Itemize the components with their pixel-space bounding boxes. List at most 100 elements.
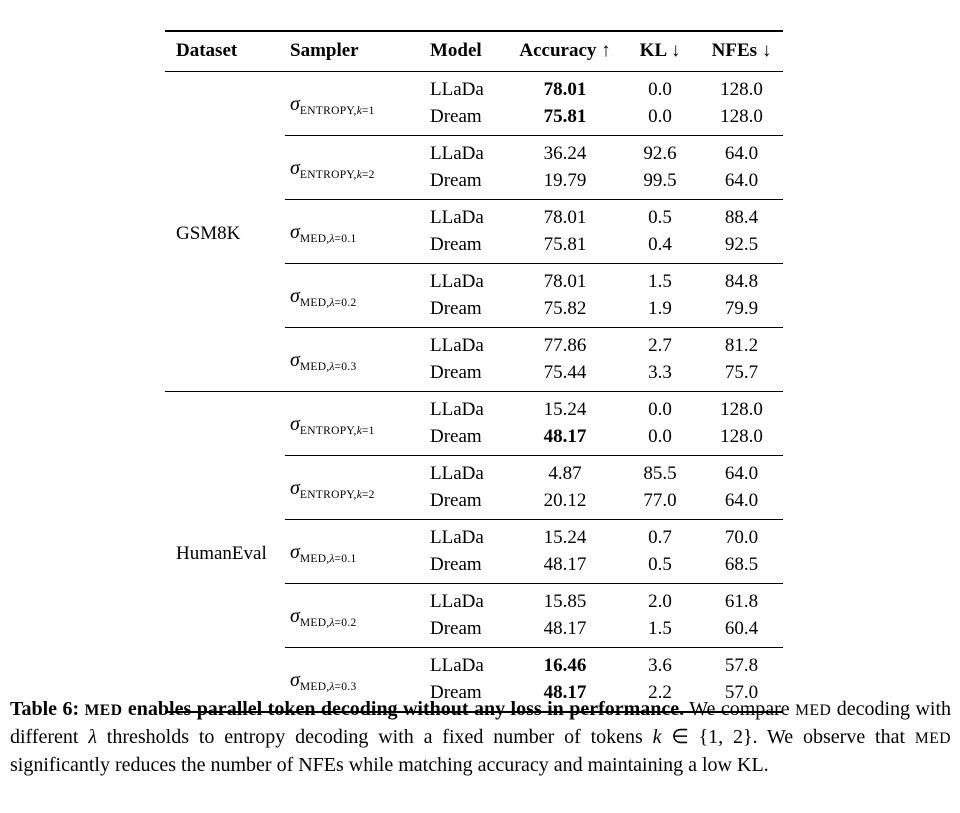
dataset-label: HumanEval bbox=[165, 391, 285, 712]
results-table-container: Dataset Sampler Model Accuracy ↑ KL ↓ NF… bbox=[165, 30, 783, 713]
model-cell: LLaDa bbox=[420, 199, 510, 231]
kl-cell: 0.4 bbox=[648, 234, 672, 255]
table-body: GSM8K σENTROPY,k=1 LLaDa 78.01 0.0 128.0 Dream… bbox=[165, 72, 783, 712]
table-row: Dream 75.81 0.0 128.0 bbox=[165, 103, 783, 136]
accuracy-cell: 48.17 bbox=[543, 682, 587, 703]
kl-cell: 0.7 bbox=[620, 519, 700, 551]
accuracy-cell: 48.17 bbox=[543, 554, 587, 575]
model-cell: Dream bbox=[430, 426, 482, 447]
nfes-cell: 64.0 bbox=[700, 455, 783, 487]
sampler-subscript-caps: MED, bbox=[299, 296, 330, 309]
caption-segment: thresholds to entropy decoding with a fi… bbox=[96, 726, 653, 748]
caption-lambda-symbol: λ bbox=[88, 726, 97, 748]
sampler-label: σENTROPY,k=1 bbox=[285, 72, 420, 136]
sampler-label: σENTROPY,k=2 bbox=[285, 135, 420, 200]
sigma-symbol: σ bbox=[290, 220, 300, 243]
model-cell: Dream bbox=[430, 362, 482, 383]
nfes-cell: 128.0 bbox=[720, 79, 763, 100]
sampler-subscript: ENTROPY,k=1 bbox=[300, 425, 375, 437]
nfes-cell: 128.0 bbox=[700, 391, 783, 423]
sigma-symbol: σ bbox=[290, 284, 300, 307]
kl-cell: 0.0 bbox=[648, 79, 672, 100]
table-row: Dream 75.81 0.4 92.5 bbox=[165, 231, 783, 264]
nfes-cell: 128.0 bbox=[720, 106, 763, 127]
table-row: σENTROPY,k=2 LLaDa 36.24 92.6 64.0 bbox=[165, 135, 783, 200]
nfes-cell: 81.2 bbox=[700, 327, 783, 359]
kl-cell: 0.0 bbox=[648, 106, 672, 127]
kl-cell: 0.0 bbox=[648, 426, 672, 447]
caption-segment: We compare bbox=[684, 698, 796, 720]
model-cell: LLaDa bbox=[420, 391, 510, 423]
sampler-label: σMED,λ=0.1 bbox=[285, 519, 420, 584]
table-header: Dataset Sampler Model Accuracy ↑ KL ↓ NF… bbox=[165, 31, 783, 72]
caption-med-smallcaps: MED bbox=[914, 730, 951, 747]
kl-cell: 0.5 bbox=[648, 554, 672, 575]
nfes-cell: 64.0 bbox=[700, 135, 783, 167]
sigma-symbol: σ bbox=[290, 348, 300, 371]
sampler-subscript-value: =0.2 bbox=[334, 616, 357, 629]
model-cell: Dream bbox=[430, 106, 482, 127]
sampler-subscript: ENTROPY,k=2 bbox=[300, 489, 375, 501]
model-cell: Dream bbox=[430, 682, 482, 703]
sampler-subscript-variable: k bbox=[356, 104, 362, 117]
kl-cell: 0.0 bbox=[620, 391, 700, 423]
sampler-subscript-value: =0.3 bbox=[334, 680, 357, 693]
sampler-subscript-value: =0.1 bbox=[334, 552, 357, 565]
kl-cell: 85.5 bbox=[620, 455, 700, 487]
sampler-subscript-variable: k bbox=[356, 488, 362, 501]
sigma-symbol: σ bbox=[290, 156, 300, 179]
table-row: σMED,λ=0.1 LLaDa 78.01 0.5 88.4 bbox=[165, 199, 783, 264]
table-caption: Table 6: MED enables parallel token deco… bbox=[10, 696, 951, 778]
sampler-subscript: ENTROPY,k=1 bbox=[300, 105, 375, 117]
kl-cell: 1.5 bbox=[620, 263, 700, 295]
sampler-subscript-caps: MED, bbox=[299, 680, 330, 693]
column-header-nfes: NFEs ↓ bbox=[700, 31, 783, 72]
sampler-subscript: MED,λ=0.3 bbox=[300, 681, 357, 693]
model-cell: LLaDa bbox=[420, 583, 510, 615]
caption-segment: enables parallel token decoding without … bbox=[122, 698, 685, 720]
table-row: Dream 75.82 1.9 79.9 bbox=[165, 295, 783, 328]
sigma-symbol: σ bbox=[290, 92, 300, 115]
sampler-subscript-variable: λ bbox=[329, 680, 335, 693]
model-cell: LLaDa bbox=[420, 519, 510, 551]
accuracy-cell: 77.86 bbox=[510, 327, 620, 359]
header-row: Dataset Sampler Model Accuracy ↑ KL ↓ NF… bbox=[165, 31, 783, 72]
nfes-cell: 75.7 bbox=[724, 362, 759, 383]
sampler-subscript: MED,λ=0.3 bbox=[300, 361, 357, 373]
sampler-subscript: MED,λ=0.1 bbox=[300, 233, 357, 245]
sampler-subscript-value: =0.3 bbox=[334, 360, 357, 373]
caption-k-symbol: k bbox=[652, 726, 662, 748]
kl-cell: 1.9 bbox=[648, 298, 672, 319]
table-row: σMED,λ=0.1 LLaDa 15.24 0.7 70.0 bbox=[165, 519, 783, 584]
nfes-cell: 84.8 bbox=[700, 263, 783, 295]
sampler-subscript-variable: λ bbox=[329, 360, 335, 373]
accuracy-cell: 4.87 bbox=[510, 455, 620, 487]
nfes-cell: 79.9 bbox=[724, 298, 759, 319]
sampler-subscript-value: =2 bbox=[361, 168, 375, 181]
sampler-subscript-variable: λ bbox=[329, 296, 335, 309]
nfes-cell: 68.5 bbox=[724, 554, 759, 575]
sampler-subscript-variable: λ bbox=[329, 232, 335, 245]
table-row: σMED,λ=0.3 LLaDa 16.46 3.6 57.8 bbox=[165, 647, 783, 712]
sampler-label: σENTROPY,k=1 bbox=[285, 391, 420, 456]
nfes-cell: 57.8 bbox=[700, 647, 783, 679]
table-row: σMED,λ=0.2 LLaDa 78.01 1.5 84.8 bbox=[165, 263, 783, 328]
kl-cell: 0.5 bbox=[620, 199, 700, 231]
model-cell: LLaDa bbox=[420, 455, 510, 487]
sampler-subscript-variable: λ bbox=[329, 552, 335, 565]
kl-cell: 1.5 bbox=[648, 618, 672, 639]
table-row: σMED,λ=0.3 LLaDa 77.86 2.7 81.2 bbox=[165, 327, 783, 392]
sampler-subscript-caps: ENTROPY, bbox=[299, 168, 357, 181]
model-cell: Dream bbox=[430, 554, 482, 575]
sampler-subscript-value: =0.1 bbox=[334, 232, 357, 245]
accuracy-cell: 36.24 bbox=[510, 135, 620, 167]
sigma-symbol: σ bbox=[290, 668, 300, 691]
sigma-symbol: σ bbox=[290, 476, 300, 499]
accuracy-cell: 78.01 bbox=[510, 263, 620, 295]
nfes-cell: 64.0 bbox=[724, 490, 759, 511]
sigma-symbol: σ bbox=[290, 412, 300, 435]
dataset-label: GSM8K bbox=[176, 223, 241, 244]
table-row: HumanEval σENTROPY,k=1 LLaDa 15.24 0.0 128.0 bbox=[165, 391, 783, 712]
sampler-subscript-caps: ENTROPY, bbox=[299, 104, 357, 117]
